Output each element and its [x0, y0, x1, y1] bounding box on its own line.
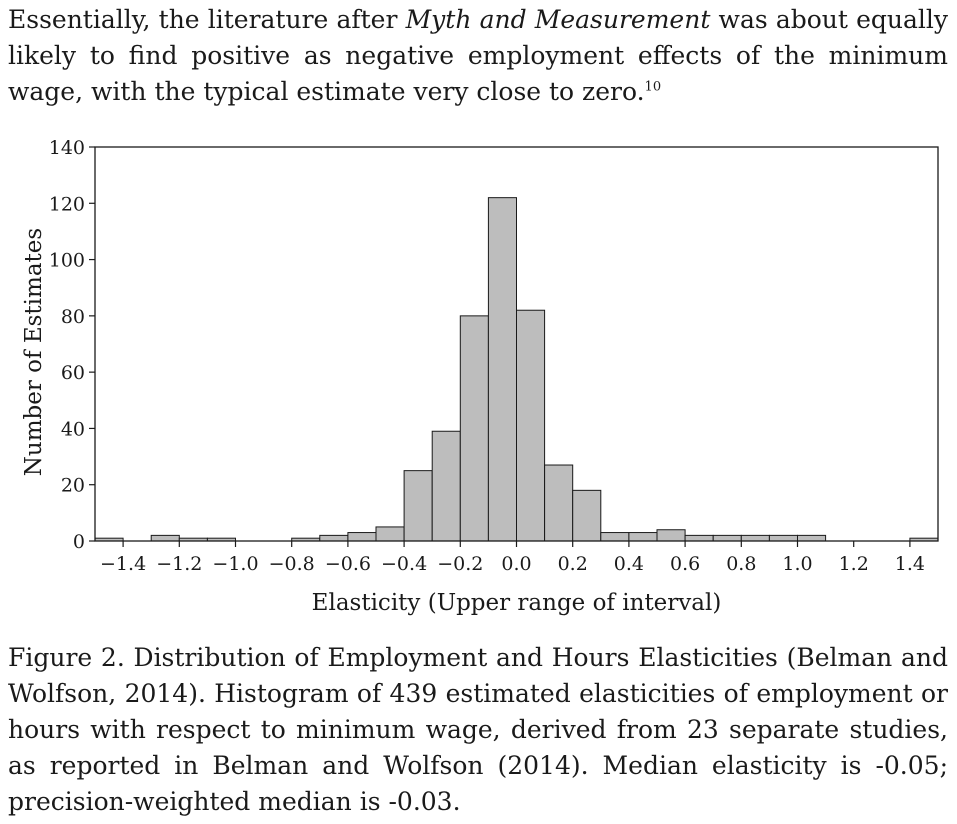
figure-caption: Figure 2. Distribution of Employment and…: [8, 643, 948, 816]
histogram-bar: [459, 315, 489, 542]
x-tick-label: −0.2: [437, 553, 483, 575]
x-tick-label: −1.2: [156, 553, 202, 575]
x-tick-label: −0.8: [269, 553, 315, 575]
y-axis-label: Number of Estimates: [21, 228, 47, 476]
y-tick-label: 140: [49, 137, 85, 159]
footnote-marker: 10: [644, 79, 662, 95]
y-tick-label: 40: [61, 418, 85, 440]
histogram-bar: [740, 534, 770, 542]
y-tick-label: 80: [61, 306, 85, 328]
histogram-bar: [712, 534, 742, 542]
histogram-bar: [431, 430, 461, 542]
histogram-bar: [628, 532, 658, 542]
histogram-bar: [319, 534, 349, 542]
histogram-bar: [516, 309, 546, 542]
x-tick-label: 0.2: [558, 553, 588, 575]
x-tick-label: −1.0: [212, 553, 258, 575]
histogram-bar: [375, 526, 405, 542]
intro-text-end: was about equally likely to find positiv…: [8, 5, 948, 106]
intro-text-start: Essentially, the literature after: [8, 5, 406, 34]
histogram-bar: [150, 534, 180, 542]
x-tick-label: −0.6: [325, 553, 371, 575]
intro-book-title: Myth and Measurement: [405, 5, 711, 34]
y-tick-label: 120: [49, 193, 85, 215]
x-tick-label: 1.0: [782, 553, 812, 575]
histogram-bar: [797, 534, 827, 542]
histogram-bar: [768, 534, 799, 542]
histogram-bar: [572, 489, 602, 542]
x-axis-label: Elasticity (Upper range of interval): [312, 590, 722, 616]
histogram-bar: [403, 470, 433, 542]
y-axis: 0 20 40 60 80 100 120 140: [49, 137, 95, 553]
y-tick-label: 60: [61, 362, 85, 384]
x-tick-label: −1.4: [100, 553, 146, 575]
y-tick-label: 0: [73, 531, 85, 553]
x-tick-label: 1.2: [839, 553, 869, 575]
y-tick-label: 20: [61, 475, 85, 497]
x-tick-label: −0.4: [381, 553, 427, 575]
x-tick-label: 0.4: [614, 553, 644, 575]
y-tick-label: 100: [49, 250, 85, 272]
x-tick-label: 0.0: [501, 553, 531, 575]
intro-paragraph: Essentially, the literature after Myth a…: [8, 2, 948, 110]
histogram-bar: [656, 529, 686, 542]
histogram-bar: [600, 532, 630, 542]
x-tick-label: 0.8: [726, 553, 756, 575]
x-tick-label: 0.6: [670, 553, 700, 575]
histogram-bar: [347, 532, 377, 542]
histogram-bar: [684, 534, 714, 542]
histogram-bar: [487, 197, 517, 542]
x-tick-label: 1.4: [895, 553, 925, 575]
histogram-bars: [94, 197, 939, 542]
x-axis: −1.4 −1.2 −1.0 −0.8 −0.6 −0.4 −0.2 0.0 0.2 0.4 0.6…: [100, 541, 925, 575]
histogram-bar: [544, 464, 574, 542]
